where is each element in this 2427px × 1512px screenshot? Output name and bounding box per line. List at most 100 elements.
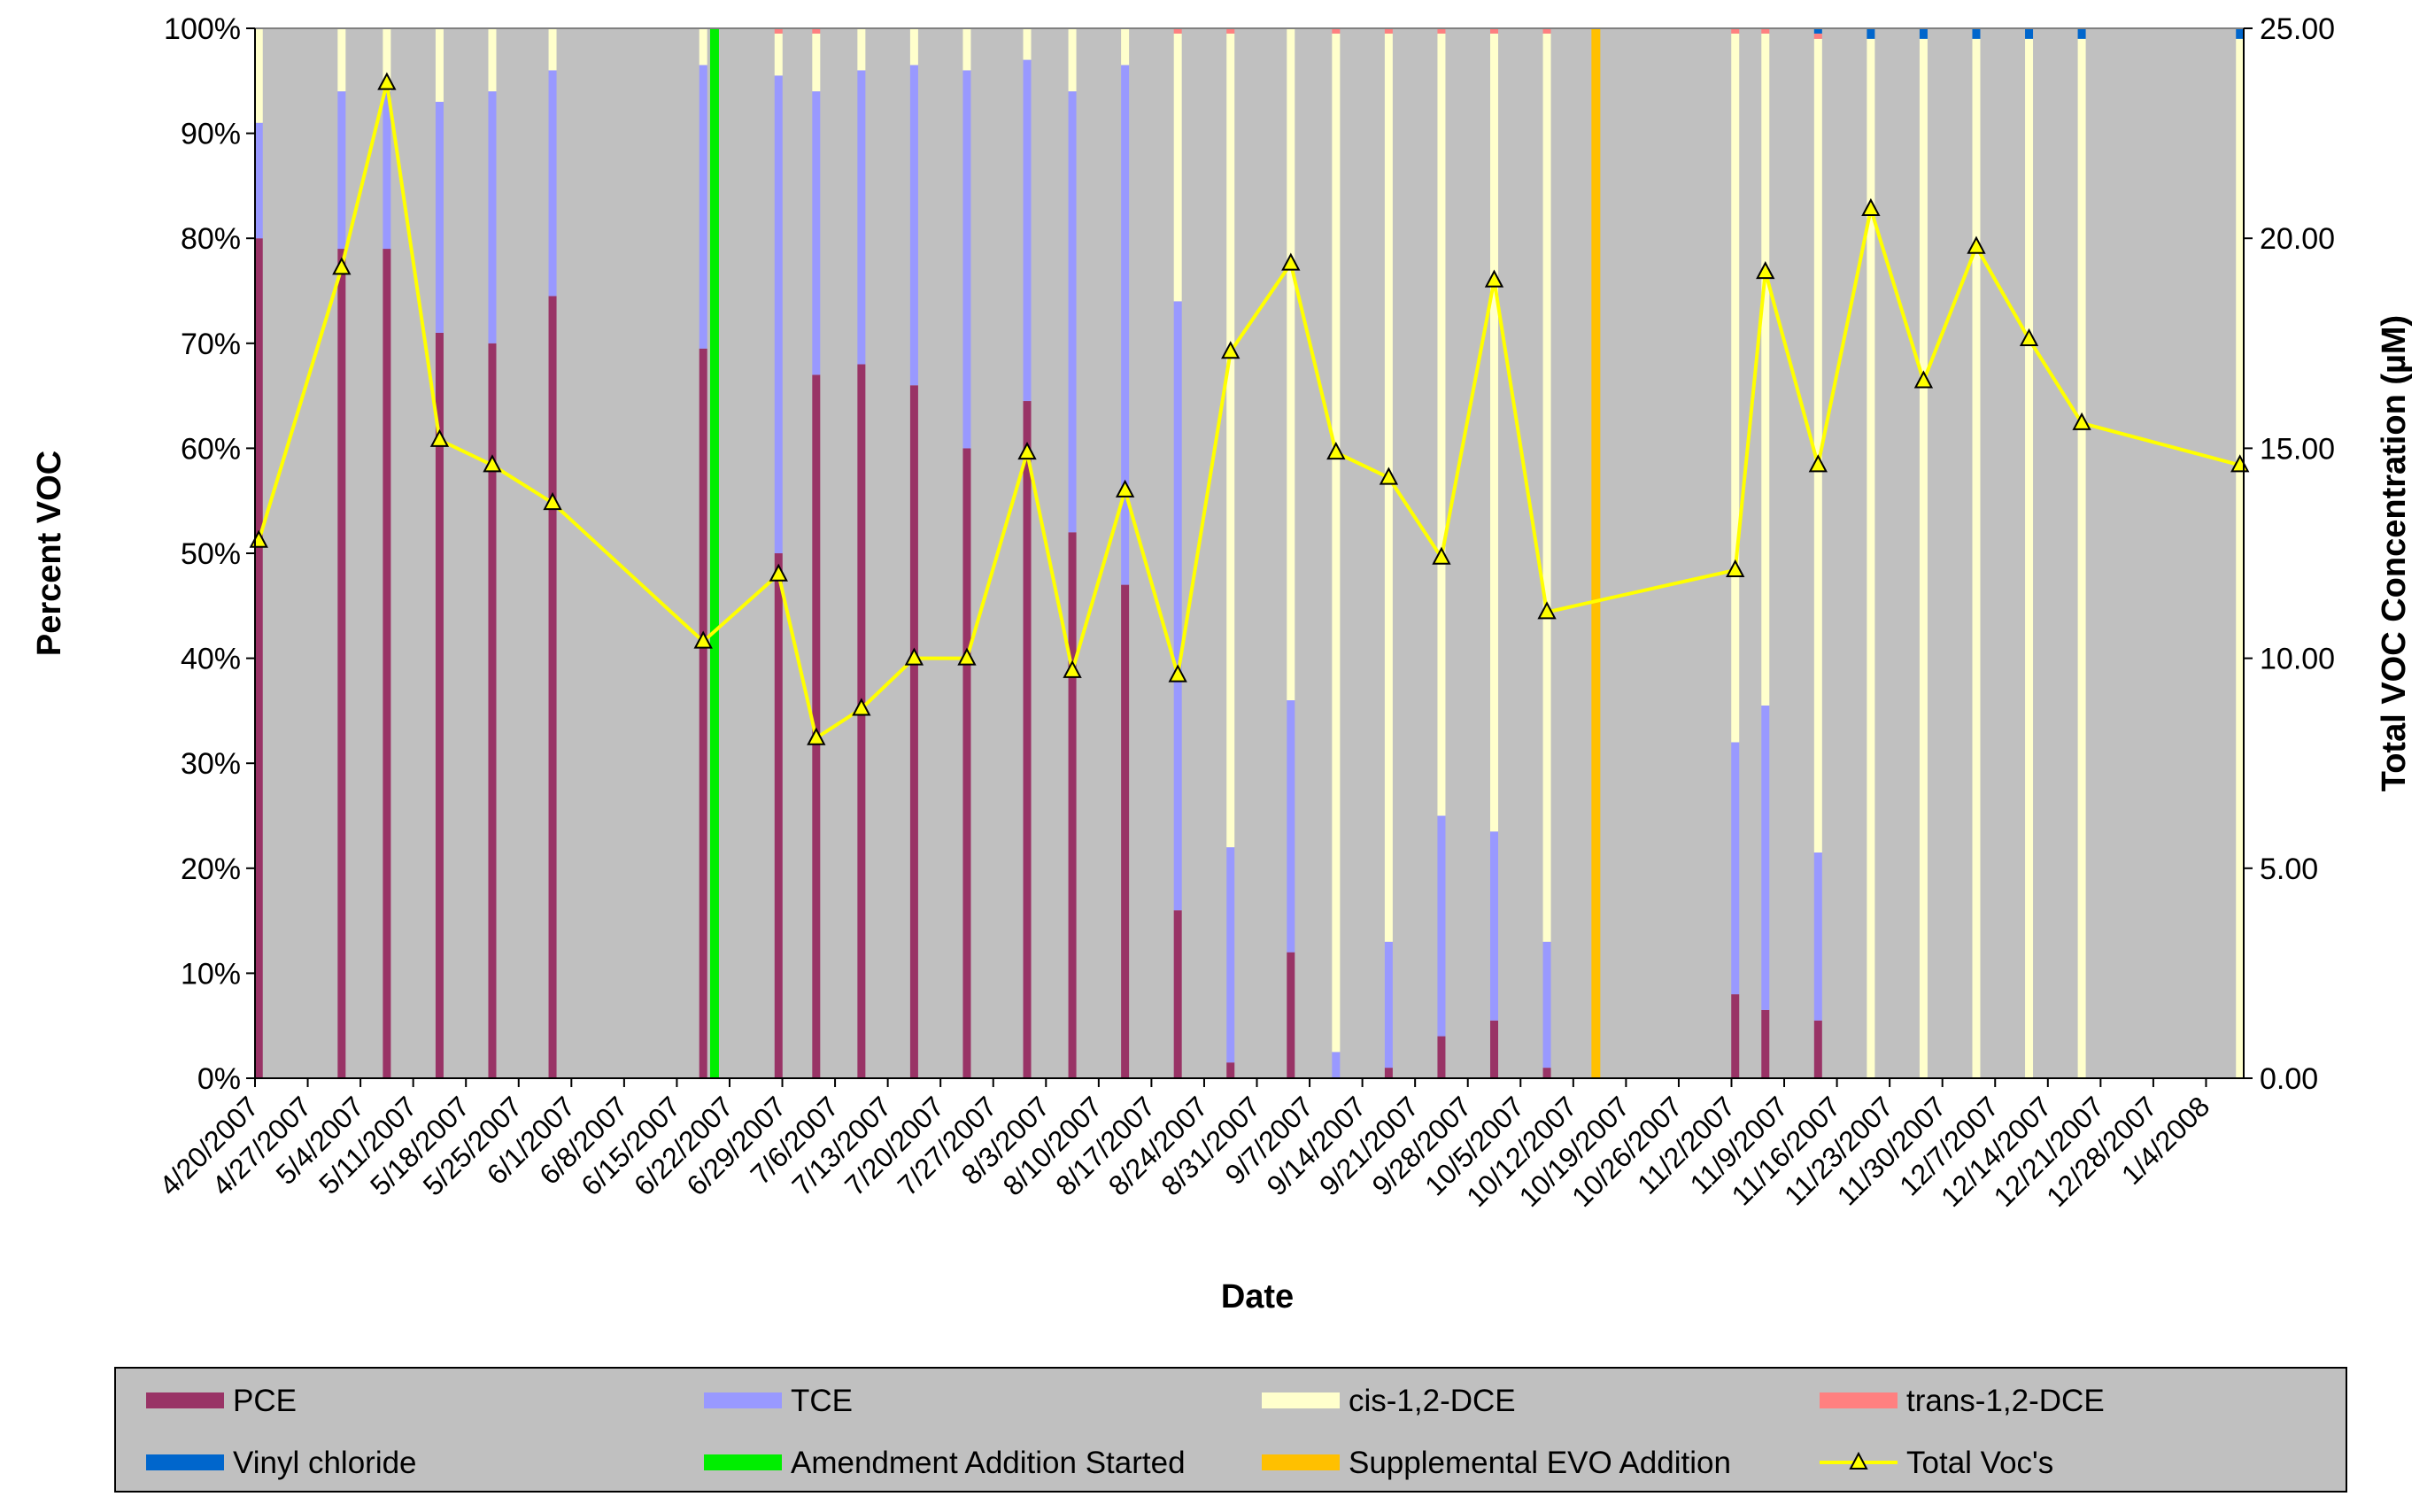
y-tick-label-4: 40% bbox=[181, 643, 241, 676]
bar-segment-trans-18 bbox=[1332, 28, 1341, 34]
legend-label-supplemental-evo-addition: Supplemental EVO Addition bbox=[1349, 1446, 1731, 1480]
bar-segment-PCE-17 bbox=[1287, 952, 1295, 1078]
total-voc-marker-19 bbox=[1379, 467, 1399, 485]
total-voc-marker-27 bbox=[1913, 370, 1934, 389]
event-bar-0 bbox=[709, 28, 719, 1078]
bar-segment-TCE-22 bbox=[1542, 941, 1551, 1068]
bar-segment-cis-20 bbox=[1437, 33, 1446, 816]
bar-segment-cis-12 bbox=[1023, 28, 1032, 60]
total-voc-marker-1 bbox=[332, 257, 352, 275]
y-tick-label-3: 30% bbox=[181, 747, 241, 781]
bar-segment-PCE-19 bbox=[1384, 1068, 1393, 1078]
legend-label-pce: PCE bbox=[233, 1384, 297, 1418]
bar-segment-TCE-7 bbox=[774, 75, 783, 554]
bar-segment-TCE-5 bbox=[548, 70, 557, 297]
legend-label-trans-1-2-dce: trans-1,2-DCE bbox=[1906, 1384, 2105, 1418]
bars-layer bbox=[254, 28, 2245, 1079]
bar-segment-TCE-11 bbox=[962, 70, 971, 449]
bar-segment-PCE-14 bbox=[1121, 584, 1130, 1078]
total-voc-marker-30 bbox=[2072, 412, 2091, 430]
bar-segment-TCE-23 bbox=[1731, 742, 1740, 995]
bar-segment-TCE-2 bbox=[383, 91, 391, 250]
y-tick-label-8: 80% bbox=[181, 222, 241, 256]
y2-tick-label-0: 0.00 bbox=[2260, 1062, 2318, 1096]
bar-segment-PCE-5 bbox=[548, 296, 557, 1078]
total-voc-marker-12 bbox=[1017, 442, 1037, 460]
bar-segment-PCE-11 bbox=[962, 448, 971, 1078]
bar-segment-cis-28 bbox=[1972, 38, 1981, 1079]
bar-segment-trans-24 bbox=[1761, 28, 1770, 34]
bar-segment-TCE-15 bbox=[1173, 301, 1182, 911]
bar-segment-trans-16 bbox=[1226, 28, 1235, 34]
legend-box bbox=[114, 1367, 2347, 1493]
legend-label-tce: TCE bbox=[791, 1384, 853, 1418]
bar-segment-PCE-3 bbox=[435, 332, 444, 1078]
bar-segment-trans-8 bbox=[812, 28, 821, 34]
bar-segment-cis-25 bbox=[1813, 38, 1822, 853]
bar-segment-cis-8 bbox=[812, 33, 821, 92]
legend-swatch-pce bbox=[146, 1392, 224, 1408]
y-tick-label-6: 60% bbox=[181, 432, 241, 466]
y2-axis-title: Total VOC Concentration (µM) bbox=[2376, 315, 2413, 791]
bar-segment-TCE-21 bbox=[1489, 831, 1498, 1021]
bar-segment-TCE-0 bbox=[254, 122, 263, 239]
legend: PCE TCE cis-1,2-DCE trans-1,2-DCE Vinyl chlo… bbox=[114, 1367, 2347, 1493]
total-voc-marker-2 bbox=[377, 72, 397, 90]
bar-segment-PCE-13 bbox=[1068, 532, 1077, 1078]
total-voc-marker-15 bbox=[1168, 664, 1187, 683]
y2-tick-label-4: 20.00 bbox=[2260, 222, 2335, 256]
bar-segment-TCE-20 bbox=[1437, 815, 1446, 1037]
total-voc-marker-6 bbox=[693, 630, 713, 649]
bar-segment-cis-1 bbox=[337, 28, 346, 92]
legend-items: PCE TCE cis-1,2-DCE trans-1,2-DCE Vinyl chlo… bbox=[146, 1384, 2105, 1480]
total-voc-marker-21 bbox=[1484, 269, 1504, 288]
y-tick-label-9: 90% bbox=[181, 118, 241, 151]
bar-segment-PCE-2 bbox=[383, 249, 391, 1078]
legend-swatch-cis-1-2-dce bbox=[1262, 1392, 1340, 1408]
y-tick-label-5: 50% bbox=[181, 537, 241, 571]
line-layer bbox=[249, 72, 2250, 745]
total-voc-marker-23 bbox=[1726, 559, 1745, 577]
bar-segment-cis-14 bbox=[1121, 28, 1130, 66]
bar-segment-PCE-0 bbox=[254, 238, 263, 1078]
bar-segment-trans-7 bbox=[774, 28, 783, 34]
total-voc-marker-26 bbox=[1861, 197, 1881, 216]
total-voc-marker-16 bbox=[1221, 341, 1241, 359]
bar-segment-trans-22 bbox=[1542, 28, 1551, 34]
bar-segment-TCE-1 bbox=[337, 91, 346, 250]
total-voc-line bbox=[257, 82, 2241, 741]
bar-segment-cis-18 bbox=[1332, 33, 1341, 1053]
bar-segment-cis-29 bbox=[2025, 38, 2034, 1079]
bar-segment-TCE-17 bbox=[1287, 700, 1295, 953]
total-voc-marker-8 bbox=[807, 727, 826, 745]
bar-segment-TCE-10 bbox=[909, 65, 918, 386]
bar-segment-cis-30 bbox=[2077, 38, 2086, 1079]
bar-segment-vc-31 bbox=[2236, 28, 2245, 39]
bar-segment-PCE-21 bbox=[1489, 1020, 1498, 1078]
y2-tick-label-1: 5.00 bbox=[2260, 852, 2318, 886]
bar-segment-cis-23 bbox=[1731, 33, 1740, 743]
bar-segment-PCE-12 bbox=[1023, 401, 1032, 1078]
total-voc-marker-29 bbox=[2019, 328, 2039, 347]
bar-segment-TCE-4 bbox=[488, 91, 497, 343]
bar-segment-TCE-16 bbox=[1226, 847, 1235, 1063]
bar-segment-PCE-9 bbox=[857, 364, 866, 1078]
total-voc-marker-28 bbox=[1967, 235, 1986, 254]
bar-segment-PCE-1 bbox=[337, 249, 346, 1078]
bar-segment-TCE-14 bbox=[1121, 65, 1130, 585]
legend-swatch-amendment-addition-started bbox=[704, 1454, 782, 1470]
total-voc-marker-20 bbox=[1432, 546, 1451, 565]
legend-label-cis-1-2-dce: cis-1,2-DCE bbox=[1349, 1384, 1516, 1418]
bar-segment-trans-25 bbox=[1813, 33, 1822, 39]
total-voc-marker-25 bbox=[1808, 454, 1828, 473]
y-axis-title: Percent VOC bbox=[31, 451, 68, 656]
bar-segment-cis-31 bbox=[2236, 38, 2245, 1079]
bar-segment-cis-2 bbox=[383, 28, 391, 92]
bar-segment-PCE-15 bbox=[1173, 910, 1182, 1078]
y-tick-label-0: 0% bbox=[197, 1062, 241, 1096]
bar-segment-vc-30 bbox=[2077, 28, 2086, 39]
legend-swatch-tce bbox=[704, 1392, 782, 1408]
legend-label-vinyl-chloride: Vinyl chloride bbox=[233, 1446, 417, 1480]
bar-segment-cis-13 bbox=[1068, 28, 1077, 92]
